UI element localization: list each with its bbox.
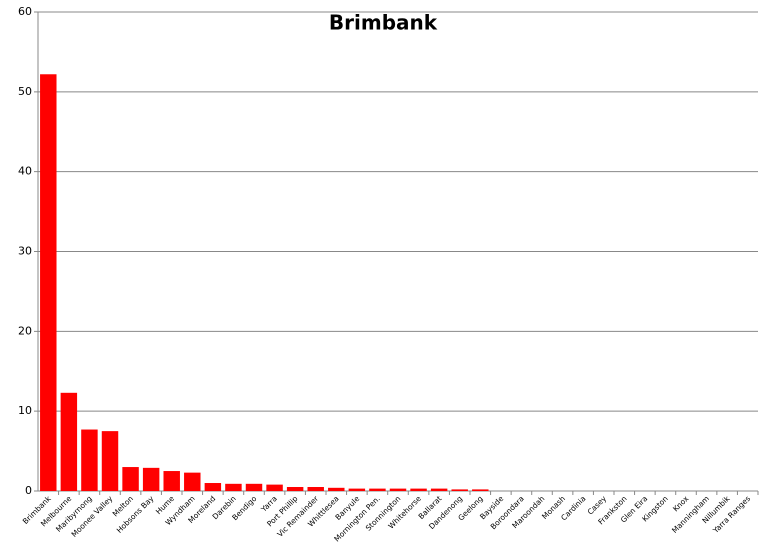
bar [245, 483, 263, 491]
y-tick-label: 60 [18, 5, 32, 18]
bar [101, 431, 119, 491]
bar [348, 488, 366, 491]
bar [286, 487, 304, 491]
bar [266, 484, 283, 491]
y-tick-label: 20 [18, 324, 32, 337]
bar [204, 483, 222, 491]
bar [225, 483, 242, 491]
bar [122, 467, 139, 491]
bar [81, 429, 98, 491]
bar [410, 488, 427, 491]
bar [389, 488, 407, 491]
bar [307, 487, 324, 491]
bar [142, 467, 160, 491]
bar [472, 489, 489, 491]
y-tick-label: 50 [18, 85, 32, 98]
bar [184, 472, 201, 491]
y-tick-label: 10 [18, 404, 32, 417]
y-tick-label: 0 [25, 484, 32, 497]
y-tick-label: 40 [18, 165, 32, 178]
bar [369, 488, 386, 491]
bar [451, 489, 468, 491]
bar [60, 392, 78, 491]
chart-title: Brimbank [329, 11, 438, 35]
bar [430, 488, 448, 491]
bar [328, 487, 345, 491]
bar [163, 471, 180, 491]
bar [40, 74, 57, 492]
y-tick-label: 30 [18, 245, 32, 258]
